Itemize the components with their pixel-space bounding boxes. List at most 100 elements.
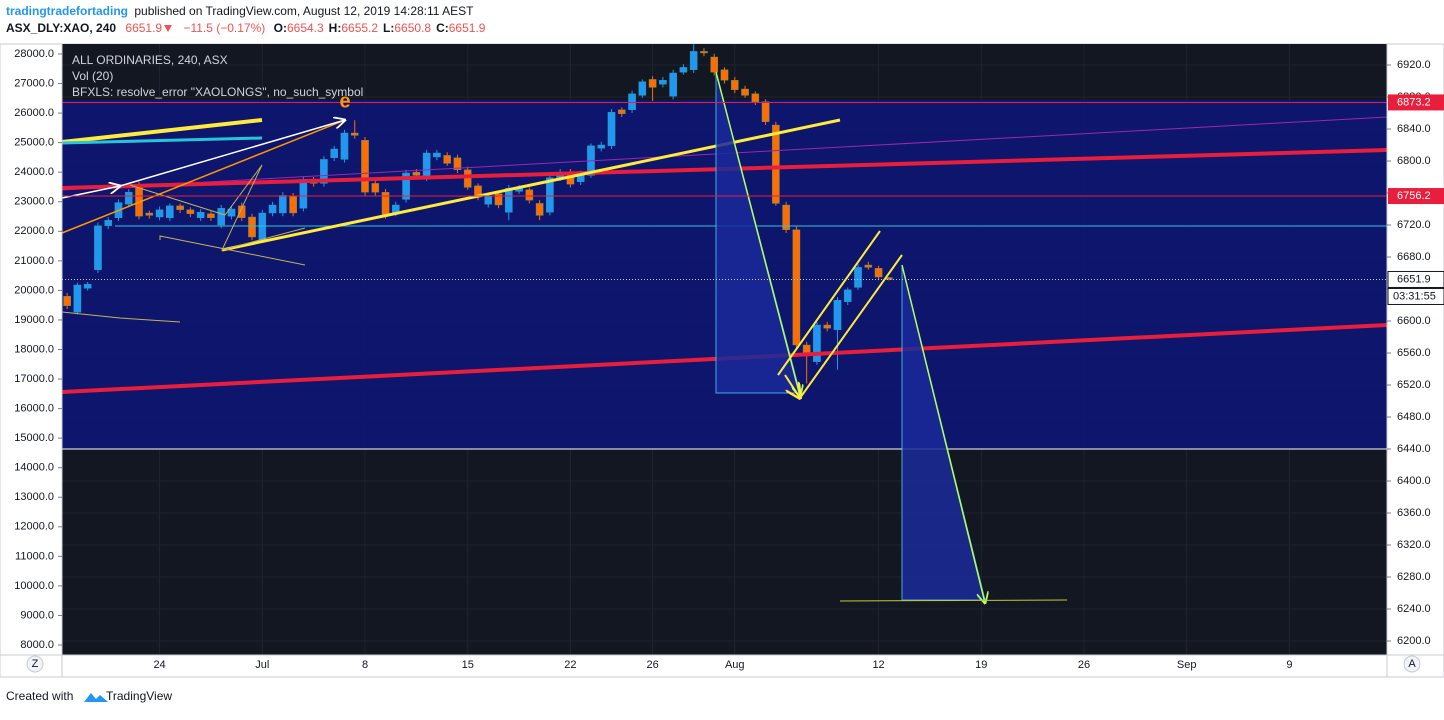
y2-tick-label: 18000.0	[14, 343, 54, 355]
x-tick-label: 24	[153, 659, 165, 671]
y-tick-label: 6440.0	[1397, 443, 1431, 455]
level-label-box	[1388, 94, 1444, 111]
y-tick-label: 6480.0	[1397, 411, 1431, 423]
indicator-label: Vol (20)	[72, 69, 113, 83]
candle-body	[176, 205, 184, 211]
candle-body	[83, 284, 92, 289]
candle-body	[412, 171, 421, 176]
candle-body	[720, 69, 729, 81]
candle-body	[217, 207, 226, 226]
y2-tick-label: 22000.0	[14, 225, 54, 237]
x-tick-label: 19	[975, 659, 987, 671]
ohlc-label: H:	[329, 21, 342, 35]
candle-body	[792, 229, 801, 346]
candle-body	[782, 204, 790, 230]
candle-body	[617, 109, 626, 115]
y-tick-label: 6840.0	[1397, 123, 1431, 135]
orange-trend	[61, 119, 346, 234]
candle-body	[73, 284, 82, 313]
candle-body	[535, 203, 544, 216]
candle-body	[63, 296, 71, 307]
thin-line	[129, 164, 306, 251]
auto-button[interactable]	[1403, 655, 1421, 673]
candle-body	[761, 101, 770, 123]
y2-tick-label: 20000.0	[14, 284, 54, 296]
ohlc-value: 6651.9	[449, 21, 486, 35]
y2-tick-label: 26000.0	[14, 107, 54, 119]
last-price-label: 6651.9	[1397, 273, 1431, 285]
candle-body	[505, 187, 513, 213]
white-arrow	[119, 120, 345, 187]
auto-button-label[interactable]: A	[1408, 658, 1416, 670]
candle-body	[299, 179, 308, 209]
ohlc-label: O:	[274, 21, 287, 35]
y-tick-label: 6200.0	[1397, 635, 1431, 647]
candle-body	[124, 191, 133, 205]
y-tick-label: 6600.0	[1397, 315, 1431, 327]
y2-tick-label: 11000.0	[15, 550, 54, 562]
y2-tick-label: 10000.0	[14, 580, 54, 592]
candle-body	[689, 51, 698, 71]
yellow-trend	[61, 118, 263, 144]
x-tick-label: 22	[564, 659, 576, 671]
scale-button-label[interactable]: Z	[32, 658, 39, 670]
y2-tick-label: 13000.0	[14, 491, 54, 503]
tradingview-logo	[84, 693, 108, 702]
candle-body	[484, 195, 493, 205]
candle-body	[433, 152, 441, 158]
candle-body	[659, 79, 667, 85]
x-tick-label: 26	[646, 659, 658, 671]
y2-tick-label: 17000.0	[14, 373, 54, 385]
y-tick-label: 6520.0	[1397, 379, 1431, 391]
footer-text: Created with	[6, 689, 73, 703]
candle-body	[751, 93, 760, 103]
candle-body	[145, 212, 154, 216]
candle-body	[700, 51, 708, 54]
y2-tick-label: 12000.0	[14, 521, 54, 533]
candle-body	[279, 195, 287, 214]
y2-tick-label: 25000.0	[14, 137, 54, 149]
candle-body	[843, 289, 852, 302]
candle-body	[628, 93, 636, 111]
y2-tick-label: 15000.0	[14, 432, 54, 444]
countdown-box	[1387, 287, 1444, 305]
symbol: ASX_DLY:XAO, 240	[6, 21, 116, 35]
candle-body	[340, 132, 349, 160]
level-label: 6873.2	[1397, 96, 1431, 108]
target-line	[839, 599, 1068, 602]
candle-body	[248, 216, 256, 238]
x-tick-label: 15	[462, 659, 474, 671]
candle-body	[155, 209, 164, 218]
last-price-box	[1387, 270, 1444, 288]
footer-brand[interactable]: TradingView	[106, 689, 172, 703]
x-tick-label: 9	[1286, 659, 1292, 671]
candle-body	[854, 267, 862, 288]
candle-body	[196, 211, 205, 218]
y-tick-label: 6240.0	[1397, 603, 1431, 615]
y2-tick-label: 14000.0	[14, 462, 54, 474]
x-tick-label: Jul	[255, 659, 269, 671]
x-tick-label: Sep	[1177, 659, 1197, 671]
candle-body	[330, 148, 338, 159]
y-tick-label: 6400.0	[1397, 475, 1431, 487]
candle-body	[361, 139, 369, 193]
y-tick-label: 6360.0	[1397, 507, 1431, 519]
candle-body	[833, 300, 842, 331]
channel-line	[799, 254, 903, 399]
candle-body	[648, 79, 657, 88]
candle-body	[258, 212, 267, 241]
candle-body	[166, 205, 174, 219]
symbol-line: ASX_DLY:XAO, 240 6651.9 −11.5 (−0.17%) O…	[6, 21, 486, 35]
series-title: ALL ORDINARIES, 240, ASX	[72, 53, 228, 67]
candle-body	[320, 159, 328, 184]
y2-tick-label: 21000.0	[14, 255, 54, 267]
candle-body	[237, 205, 246, 219]
y2-tick-label: 24000.0	[14, 166, 54, 178]
candle-body	[730, 79, 739, 90]
candle-body	[268, 204, 277, 214]
candle-body	[638, 81, 647, 96]
candle-body	[289, 195, 297, 214]
scale-button[interactable]	[26, 655, 44, 673]
drawings	[61, 71, 1388, 603]
candle-body	[597, 144, 606, 149]
